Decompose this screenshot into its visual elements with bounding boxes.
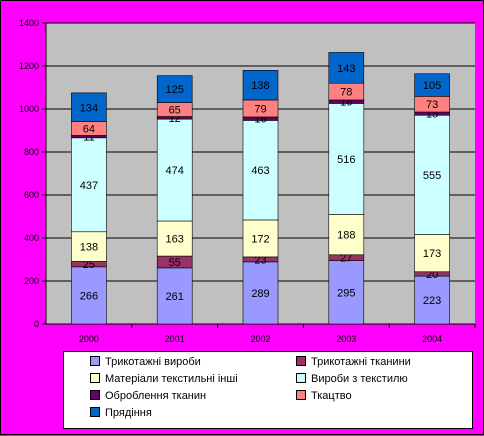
- data-label: 78: [340, 87, 352, 99]
- bar-segment: [414, 275, 450, 325]
- data-label: 23: [254, 254, 266, 266]
- legend-item: Оброблення тканин: [90, 389, 206, 403]
- legend-swatch: [90, 356, 100, 367]
- data-label: 143: [337, 63, 355, 75]
- bar-segment: [328, 260, 365, 325]
- y-tick-label: 1200: [19, 61, 39, 71]
- y-tick-label: 400: [24, 233, 39, 243]
- legend-label: Трикотажні вироби: [105, 356, 201, 369]
- bar-segment: [242, 261, 279, 325]
- data-label: 516: [337, 154, 355, 166]
- bar-segment: [71, 231, 107, 262]
- legend-label: Ткацтво: [311, 390, 352, 403]
- x-tick-label: 2000: [79, 334, 99, 344]
- legend-swatch: [90, 373, 100, 384]
- x-tick-label: 2003: [336, 334, 356, 344]
- data-label: 134: [80, 102, 98, 114]
- legend-item: Прядіння: [90, 406, 152, 420]
- data-label: 125: [166, 84, 184, 96]
- x-tick-label: 2004: [422, 334, 442, 344]
- bar-segment: [156, 118, 193, 222]
- data-label: 188: [337, 230, 355, 242]
- data-label: 73: [426, 99, 438, 111]
- data-label: 138: [251, 80, 269, 92]
- bar-segment: [242, 120, 279, 221]
- bar-segment: [328, 214, 365, 256]
- legend-swatch: [90, 407, 100, 418]
- legend-item: Матеріали текстильні інші: [90, 372, 238, 386]
- data-label: 138: [80, 242, 98, 254]
- data-label: 223: [423, 295, 441, 307]
- bar-segment: [71, 266, 107, 325]
- legend-swatch: [296, 356, 306, 367]
- data-label: 463: [251, 165, 269, 177]
- legend-item: Вироби з текстилю: [296, 372, 408, 386]
- data-label: 295: [337, 287, 355, 299]
- y-tick-label: 800: [24, 147, 39, 157]
- data-label: 172: [251, 233, 269, 245]
- legend-swatch: [90, 390, 100, 401]
- data-label: 65: [169, 105, 181, 117]
- x-tick-label: 2002: [250, 334, 270, 344]
- data-label: 64: [83, 124, 95, 136]
- y-tick-label: 0: [34, 319, 39, 329]
- data-label: 11: [83, 132, 94, 144]
- legend-label: Вироби з текстилю: [311, 373, 408, 386]
- data-label: 163: [166, 234, 184, 246]
- bar-segment: [414, 73, 450, 97]
- legend-item: Ткацтво: [296, 389, 352, 403]
- bar-segment: [156, 267, 193, 325]
- data-label: 266: [80, 290, 98, 302]
- data-label: 474: [166, 165, 184, 177]
- y-tick-label: 1400: [19, 18, 39, 28]
- legend-label: Прядіння: [105, 407, 152, 420]
- y-tick-label: 200: [24, 276, 39, 286]
- bar-segment: [156, 75, 193, 103]
- data-label: 173: [423, 248, 441, 260]
- bar-segment: [71, 92, 107, 122]
- data-label: 555: [423, 170, 441, 182]
- data-label: 437: [80, 180, 98, 192]
- bar-segment: [328, 52, 365, 84]
- x-tick-label: 2001: [165, 334, 185, 344]
- chart-legend: Трикотажні вироби Трикотажні тканини Матер…: [63, 351, 473, 429]
- bar-segment: [242, 219, 279, 258]
- legend-swatch: [296, 373, 306, 384]
- legend-label: Трикотажні тканини: [311, 356, 411, 369]
- bar-segment: [71, 137, 107, 233]
- legend-label: Оброблення тканин: [105, 390, 207, 403]
- bar-segment: [242, 70, 279, 101]
- data-label: 27: [340, 253, 352, 265]
- bar-segment: [414, 114, 450, 235]
- legend-swatch: [296, 390, 306, 401]
- legend-label: Матеріали текстильні інші: [105, 373, 238, 386]
- data-label: 289: [251, 288, 269, 300]
- data-label: 105: [423, 80, 441, 92]
- data-label: 25: [83, 259, 95, 271]
- y-tick-label: 1000: [19, 104, 39, 114]
- y-tick-label: 600: [24, 190, 39, 200]
- bar-segment: [328, 103, 365, 215]
- data-label: 261: [166, 291, 184, 303]
- legend-item: Трикотажні вироби: [90, 355, 201, 369]
- bar-segment: [414, 234, 450, 273]
- legend-item: Трикотажні тканини: [296, 355, 411, 369]
- data-label: 55: [169, 257, 181, 269]
- data-label: 79: [254, 103, 266, 115]
